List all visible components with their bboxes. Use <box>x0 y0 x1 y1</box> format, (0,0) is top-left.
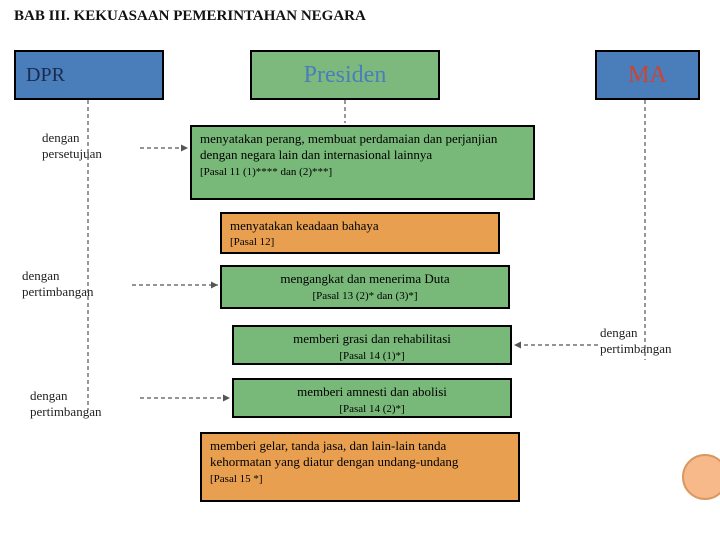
page-title: BAB III. KEKUASAAN PEMERINTAHAN NEGARA <box>14 8 366 25</box>
side-persetujuan: dengan persetujuan <box>42 130 142 161</box>
side-pertimbangan-ma: dengan pertimbangan <box>600 325 710 356</box>
ma-header: MA <box>595 50 700 100</box>
box-grasi-cite: [Pasal 14 (1)*] <box>339 350 404 362</box>
box-gelar-text: memberi gelar, tanda jasa, dan lain-lain… <box>210 438 458 469</box>
side-pertimbangan-2: dengan pertimbangan <box>30 388 140 419</box>
box-gelar-cite: [Pasal 15 *] <box>210 473 510 487</box>
presiden-header: Presiden <box>250 50 440 100</box>
side-pertimbangan-1: dengan pertimbangan <box>22 268 132 299</box>
box-bahaya: menyatakan keadaan bahaya [Pasal 12] <box>220 212 500 254</box>
box-grasi: memberi grasi dan rehabilitasi [Pasal 14… <box>232 325 512 365</box>
box-amnesti-cite: [Pasal 14 (2)*] <box>339 403 404 415</box>
box-duta-cite: [Pasal 13 (2)* dan (3)*] <box>312 290 417 302</box>
box-perang-cite: [Pasal 11 (1)**** dan (2)***] <box>200 166 525 180</box>
box-amnesti-text: memberi amnesti dan abolisi <box>297 384 447 399</box>
box-amnesti: memberi amnesti dan abolisi [Pasal 14 (2… <box>232 378 512 418</box>
box-gelar: memberi gelar, tanda jasa, dan lain-lain… <box>200 432 520 502</box>
box-grasi-text: memberi grasi dan rehabilitasi <box>293 331 451 346</box>
deco-circle <box>682 454 720 500</box>
box-bahaya-cite: [Pasal 12] <box>230 236 490 250</box>
box-bahaya-text: menyatakan keadaan bahaya <box>230 218 379 233</box>
box-duta-text: mengangkat dan menerima Duta <box>280 271 449 286</box>
box-perang: menyatakan perang, membuat perdamaian da… <box>190 125 535 200</box>
dpr-header: DPR <box>14 50 164 100</box>
box-duta: mengangkat dan menerima Duta [Pasal 13 (… <box>220 265 510 309</box>
box-perang-text: menyatakan perang, membuat perdamaian da… <box>200 131 497 162</box>
